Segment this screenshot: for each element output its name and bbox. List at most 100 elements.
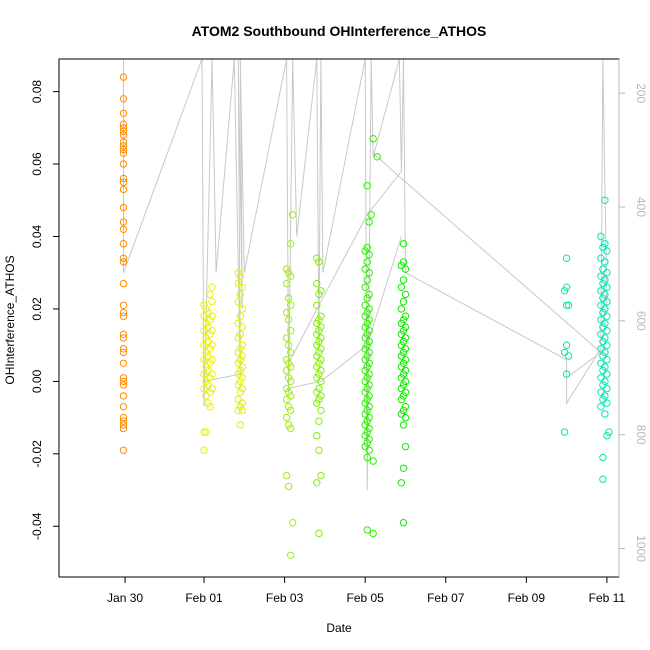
y-tick-label: 0.06 [30,152,44,176]
data-point [365,290,373,299]
data-point [119,131,128,139]
data-point [119,120,128,128]
data-point [562,283,571,291]
data-point [287,392,295,400]
data-point [282,384,291,393]
data-point [601,258,609,266]
data-point [317,287,325,295]
data-point [603,432,611,440]
data-point [361,283,369,291]
data-point [236,388,245,396]
data-point [315,417,323,425]
data-point [367,211,375,219]
data-point [315,395,323,404]
data-point [119,348,128,357]
data-point [284,316,293,324]
right-tick-label: 400 [634,197,648,217]
data-point [287,424,295,433]
data-point [361,265,369,273]
data-point [399,359,408,367]
data-point [361,388,369,396]
data-point [363,258,371,266]
data-point [119,174,128,183]
data-point [365,403,373,411]
data-point [119,203,128,212]
profile-connector [401,178,602,353]
data-point [315,359,323,367]
data-point [284,359,293,367]
data-point [119,109,128,118]
data-point [597,232,605,241]
data-point [282,265,291,273]
data-point [399,392,408,400]
data-point [397,341,406,349]
data-point [397,395,406,404]
data-point [601,377,609,386]
data-point [603,312,611,320]
series-group [282,211,297,559]
data-point [317,334,325,342]
series-group [200,283,216,454]
data-point [119,124,128,132]
data-point [119,345,128,353]
data-point [119,421,128,429]
data-point [363,319,371,328]
data-point [206,290,214,299]
data-point [284,269,293,277]
data-point [287,377,295,386]
data-point [317,345,325,353]
data-point [601,196,609,205]
data-point [287,327,295,335]
data-point [399,298,408,306]
data-point [399,240,408,248]
data-point [397,283,406,291]
profile-connector [320,344,368,382]
data-point [317,471,325,480]
data-point [202,305,210,313]
data-point [202,363,210,371]
data-point [236,356,245,364]
profile-connector [366,236,402,346]
data-point [236,290,245,299]
data-point [208,327,216,335]
data-point [315,316,323,324]
data-point [313,432,321,440]
data-point [200,341,208,349]
data-point [282,308,291,317]
data-point [365,316,373,324]
x-tick-label: Feb 07 [427,591,465,605]
right-tick-label: 800 [634,425,648,445]
data-point [236,330,245,338]
data-point [282,279,291,288]
data-point [363,395,371,404]
data-point [601,276,609,284]
data-point [119,138,128,147]
data-point [313,388,321,396]
data-point [399,258,408,266]
data-point [361,323,369,331]
data-point [373,153,381,161]
data-point [119,240,128,248]
data-point [315,529,323,538]
data-point [234,406,243,415]
data-point [601,240,609,248]
data-point [601,334,609,342]
data-point [208,283,216,291]
data-point [238,399,247,407]
data-point [200,356,208,364]
data-point [365,348,373,357]
data-point [603,247,611,255]
data-point [282,413,291,422]
data-point [119,424,128,433]
data-point [202,319,210,328]
data-point [282,334,291,342]
data-point [284,421,293,429]
data-point [238,323,247,331]
data-point [365,269,373,277]
data-point [601,290,609,299]
data-point [287,406,295,415]
data-point [560,428,569,436]
series-group [361,135,381,538]
data-point [603,269,611,277]
data-point [597,254,605,262]
